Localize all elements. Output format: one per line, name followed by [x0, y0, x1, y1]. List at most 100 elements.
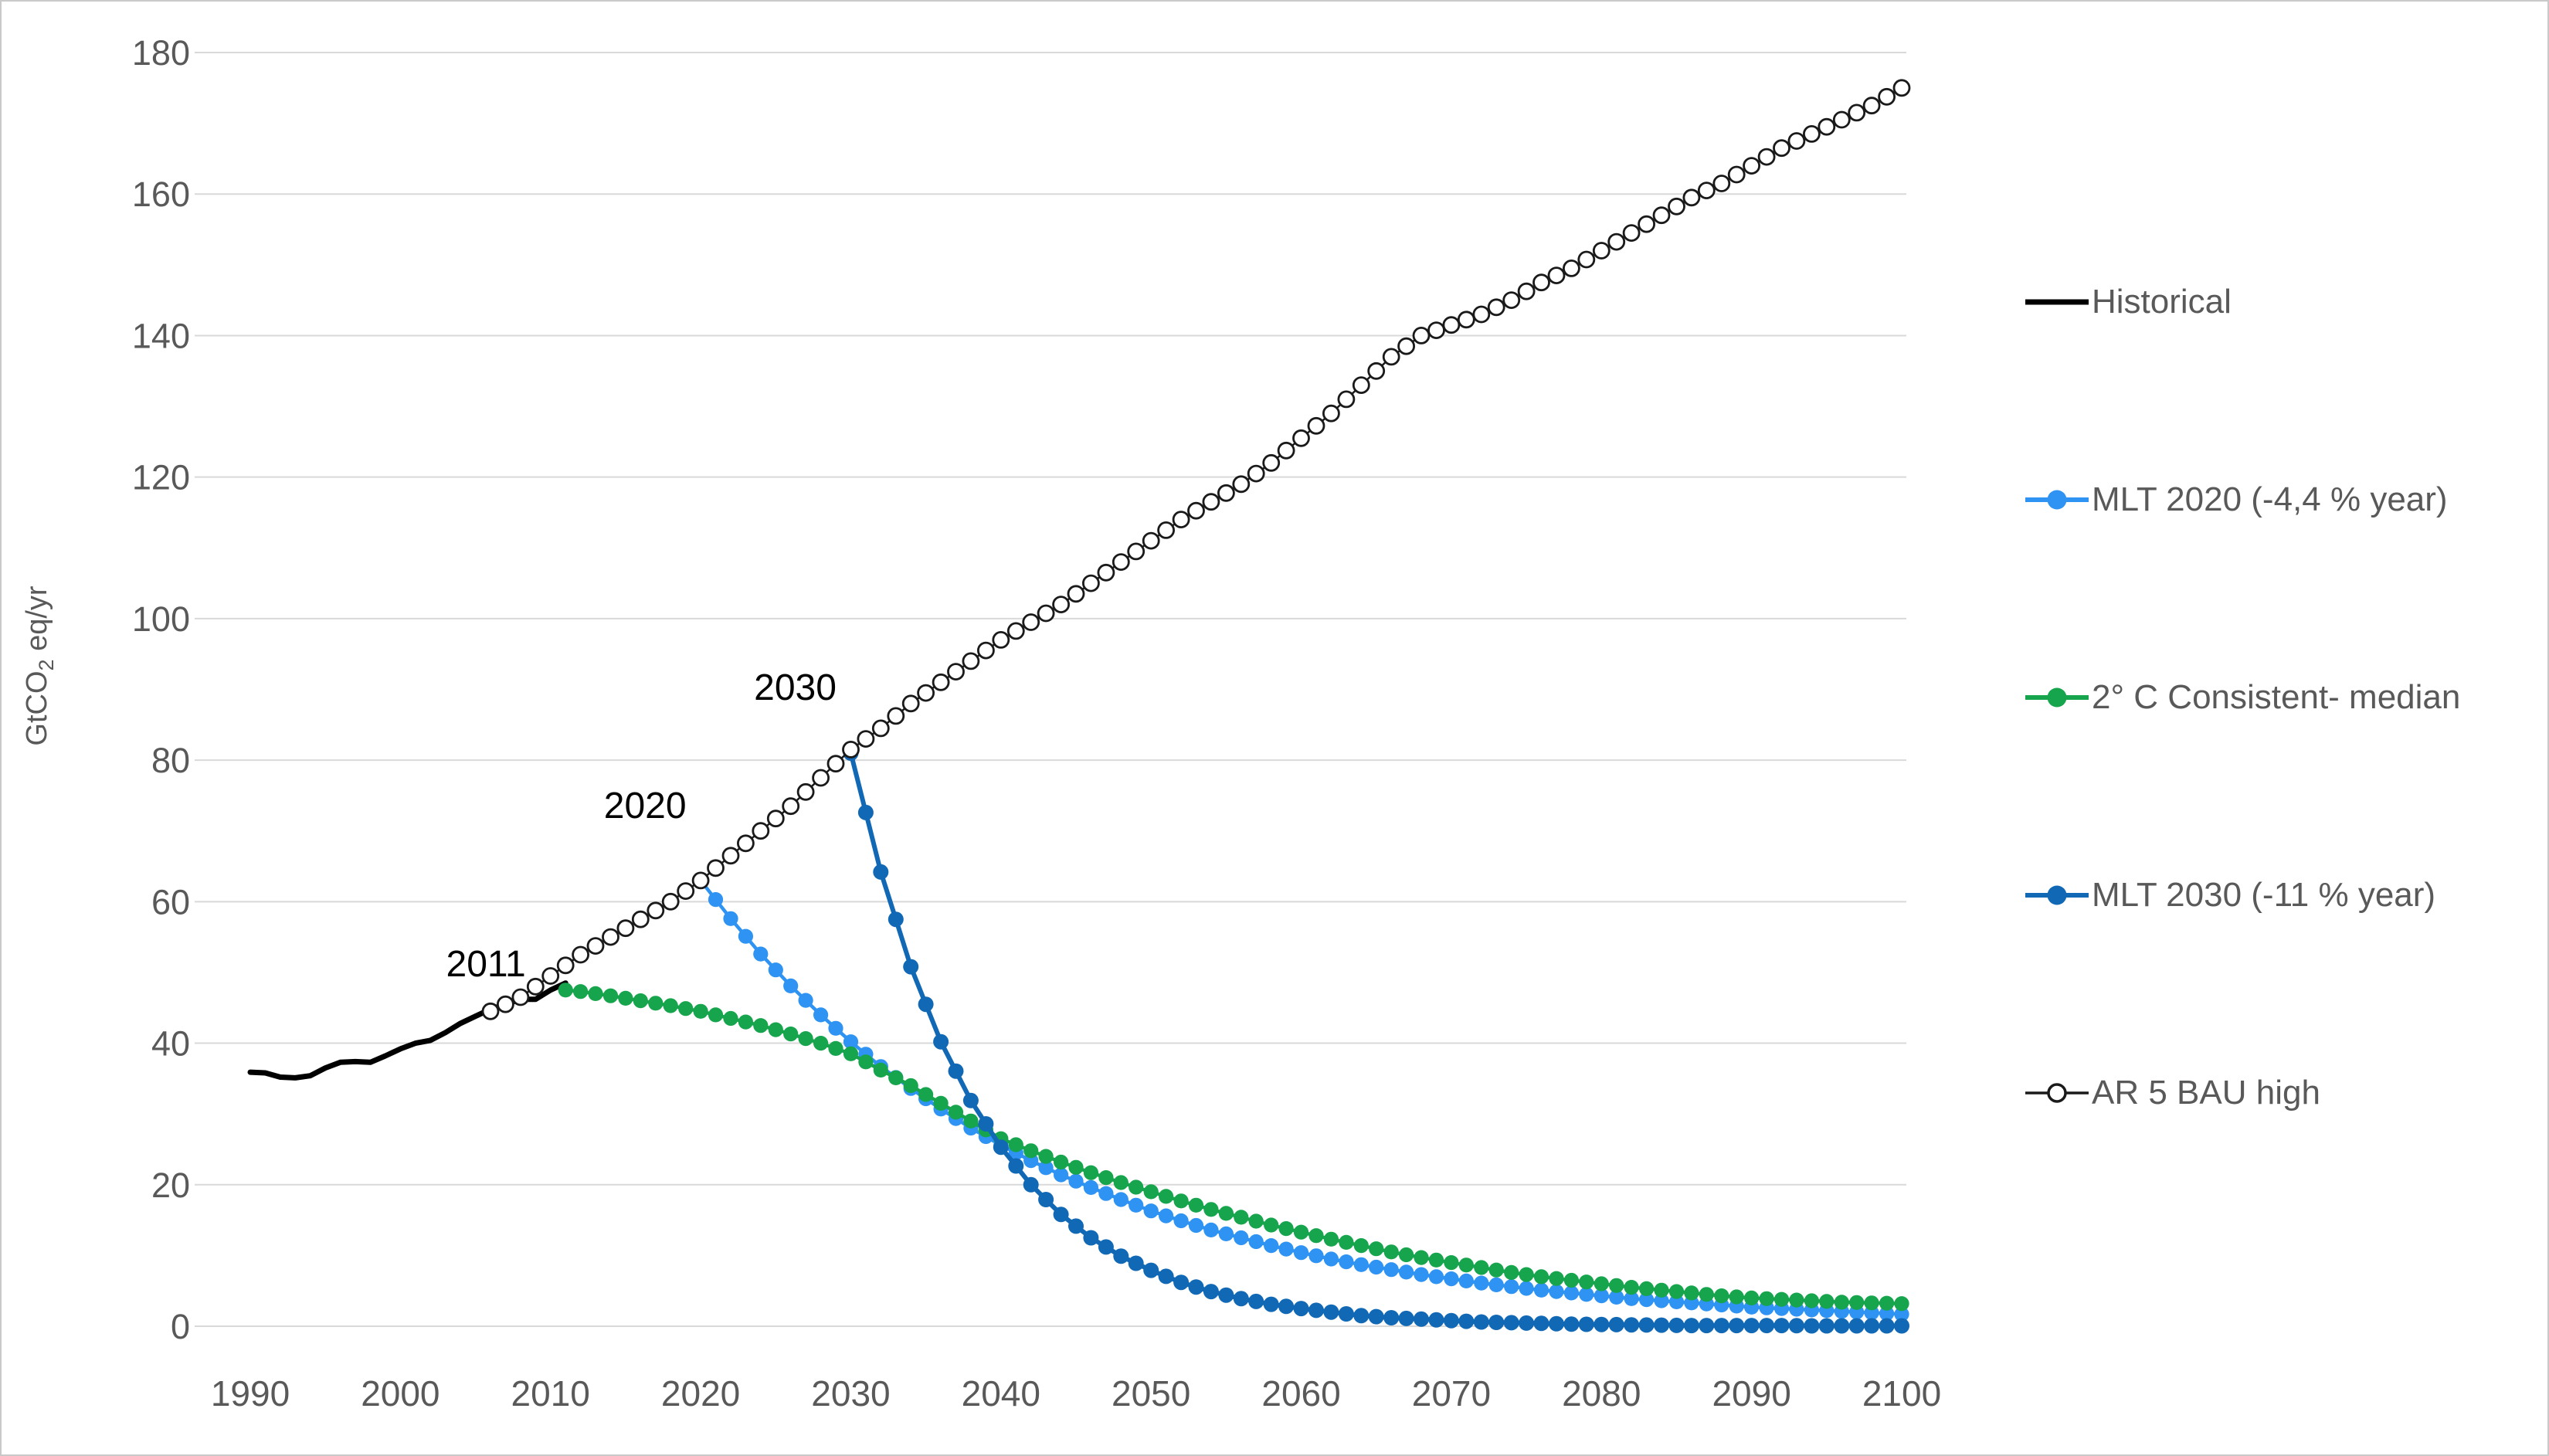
- y-tick-label-0: 0: [171, 1307, 190, 1346]
- chart-legend: Historical MLT 2020 (-4,4 % year) 2° C C…: [2024, 279, 2460, 1116]
- data-open-circle: [1262, 453, 1281, 472]
- data-dot: [1714, 1288, 1729, 1304]
- data-open-circle: [572, 945, 589, 964]
- data-dot: [602, 988, 619, 1003]
- data-dot: [1129, 1197, 1144, 1213]
- data-open-circle: [1787, 132, 1806, 150]
- data-dot: [1159, 1208, 1174, 1224]
- data-open-circle: [526, 977, 545, 996]
- data-dot: [1743, 1318, 1760, 1334]
- data-dot: [1638, 1317, 1655, 1333]
- data-dot: [1819, 1294, 1835, 1309]
- data-open-circle: [796, 782, 815, 801]
- data-dot: [1579, 1274, 1594, 1290]
- data-dot: [1113, 1192, 1129, 1207]
- data-dot: [1744, 1290, 1760, 1305]
- data-dot: [1083, 1179, 1098, 1195]
- data-open-circle: [752, 822, 770, 840]
- y-tick-label-180: 180: [132, 33, 190, 73]
- data-dot: [1098, 1170, 1114, 1186]
- data-dot: [1578, 1316, 1594, 1332]
- data-open-circle: [541, 967, 560, 985]
- data-dot: [1473, 1314, 1489, 1330]
- data-dot: [918, 996, 934, 1013]
- annotation-2011: 2011: [446, 944, 526, 985]
- data-open-circle: [842, 741, 860, 759]
- data-open-circle: [1517, 282, 1536, 300]
- data-open-circle: [782, 797, 800, 816]
- data-open-circle: [1352, 376, 1370, 395]
- data-open-circle: [602, 928, 619, 946]
- data-dot: [1533, 1282, 1549, 1298]
- data-dot: [1444, 1255, 1459, 1271]
- data-dot: [1399, 1264, 1414, 1280]
- data-dot: [1293, 1301, 1309, 1317]
- data-dot: [768, 1022, 783, 1037]
- data-open-circle: [1367, 361, 1386, 380]
- data-dot: [1068, 1218, 1084, 1234]
- data-open-circle: [1157, 521, 1175, 539]
- data-open-circle: [1638, 215, 1656, 233]
- data-dot: [1474, 1275, 1489, 1291]
- data-dot: [1729, 1318, 1745, 1334]
- data-open-circle: [901, 694, 920, 713]
- data-open-circle: [1547, 266, 1566, 285]
- data-dot: [1804, 1293, 1819, 1308]
- data-dot: [1143, 1184, 1159, 1200]
- data-open-circle: [1592, 242, 1611, 260]
- data-dot: [1594, 1276, 1609, 1291]
- data-dot: [1639, 1281, 1655, 1296]
- data-dot: [1353, 1257, 1369, 1272]
- data-dot: [1383, 1262, 1399, 1278]
- data-dot: [1488, 1315, 1505, 1330]
- data-open-circle: [1607, 232, 1626, 251]
- data-open-circle: [1382, 348, 1400, 366]
- data-dot: [588, 986, 603, 1001]
- data-dot: [1428, 1269, 1444, 1285]
- data-dot: [1773, 1291, 1790, 1307]
- legend-label-2c-consistent: 2° C Consistent- median: [2092, 678, 2461, 716]
- bau-open-circle-icon: [2025, 1083, 2089, 1103]
- data-dot: [1113, 1175, 1129, 1190]
- data-dot: [1323, 1231, 1339, 1247]
- data-dot: [1188, 1279, 1204, 1295]
- data-dot: [768, 962, 783, 978]
- x-tick-label-2030: 2030: [811, 1373, 890, 1414]
- data-dot: [1203, 1202, 1219, 1217]
- x-axis-tick-labels: 1990 2000 2010 2020 2030 2040 2050 2060 2070 2080…: [211, 1373, 1941, 1414]
- data-dot: [1143, 1203, 1159, 1219]
- data-open-circle: [1322, 404, 1340, 423]
- data-dot: [708, 1007, 724, 1023]
- data-dot: [678, 1001, 694, 1016]
- data-dot: [1608, 1316, 1624, 1332]
- data-open-circle: [1022, 613, 1040, 631]
- data-dot: [888, 1070, 904, 1085]
- data-dot: [1729, 1289, 1744, 1305]
- data-dot: [1639, 1292, 1655, 1308]
- data-dot: [1414, 1311, 1429, 1327]
- x-tick-label-2080: 2080: [1562, 1373, 1641, 1414]
- data-open-circle: [631, 910, 650, 928]
- data-dot: [1444, 1271, 1459, 1287]
- data-dot: [1488, 1277, 1504, 1292]
- data-open-circle: [1802, 124, 1821, 143]
- data-dot: [1773, 1318, 1790, 1334]
- legend-item-mlt2030: MLT 2030 (-11 % year): [2024, 872, 2460, 918]
- data-open-circle: [721, 847, 740, 865]
- data-open-circle: [1067, 585, 1085, 603]
- data-open-circle: [647, 901, 665, 920]
- data-open-circle: [1082, 574, 1100, 592]
- data-dot: [1188, 1217, 1204, 1234]
- data-dot: [1549, 1284, 1564, 1299]
- mlt2020-line-dot-icon: [2025, 490, 2089, 510]
- data-dot: [1054, 1154, 1069, 1170]
- data-dot: [1339, 1234, 1354, 1250]
- data-dot: [1023, 1143, 1039, 1159]
- x-tick-label-1990: 1990: [211, 1373, 290, 1414]
- data-open-circle: [556, 956, 575, 975]
- data-dot: [858, 1054, 874, 1070]
- series-bau: [481, 79, 1911, 1020]
- historical-line-icon: [2025, 299, 2089, 305]
- data-open-circle: [661, 892, 680, 911]
- data-dot: [1519, 1315, 1535, 1331]
